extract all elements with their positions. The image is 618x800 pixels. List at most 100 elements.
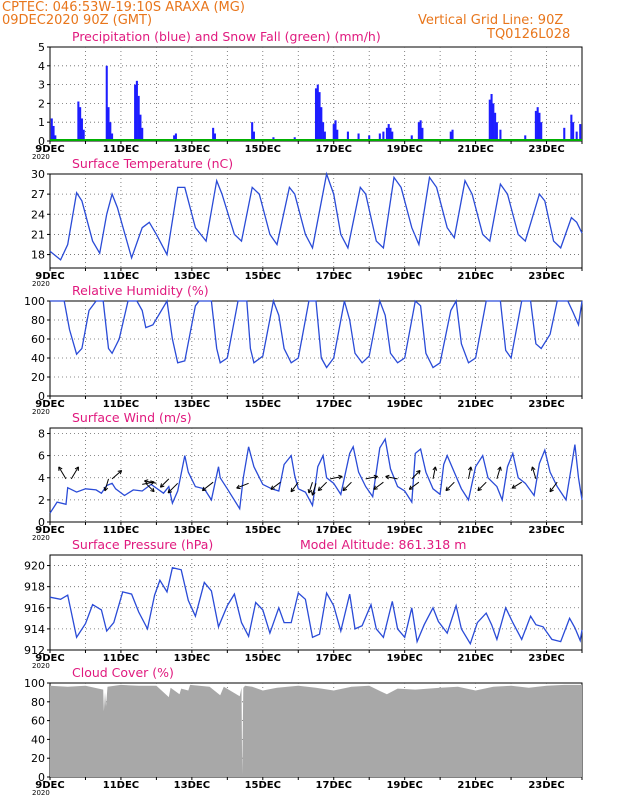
x-tick-label: 17DEC xyxy=(316,525,352,536)
precip-bar xyxy=(575,131,578,141)
x-tick-label: 23DEC xyxy=(528,525,564,536)
wind-vector-head xyxy=(167,488,173,494)
wind-vector xyxy=(58,466,67,480)
precip-bar xyxy=(134,84,137,141)
series-line xyxy=(49,437,583,514)
wind-vector-head xyxy=(445,486,450,492)
wind-vector xyxy=(111,470,122,480)
x-tick-label: 19DEC xyxy=(386,399,422,410)
wind-vector-head xyxy=(342,486,348,492)
precip-bar xyxy=(378,133,381,141)
wind-vector xyxy=(308,482,313,494)
x-tick-label: 13DEC xyxy=(174,780,210,791)
precip-bar xyxy=(449,131,452,141)
wind-vector-head xyxy=(497,466,502,471)
wind-vector-head xyxy=(311,491,316,496)
precip-bar xyxy=(107,107,110,141)
y-tick-label: 916 xyxy=(24,602,45,615)
x-tick-label: 23DEC xyxy=(528,144,564,155)
wind-vector-head xyxy=(150,487,155,493)
x-tick-label: 9DEC xyxy=(35,653,64,664)
precip-bar xyxy=(524,135,527,141)
x-tick-label: 13DEC xyxy=(174,525,210,536)
precip-bar xyxy=(109,122,112,141)
x-tick-label: 23DEC xyxy=(528,653,564,664)
y-tick-label: 80 xyxy=(31,696,45,709)
y-tick-label: 21 xyxy=(31,228,45,241)
wind-vector xyxy=(311,483,317,496)
y-tick-label: 80 xyxy=(31,314,45,327)
wind-vector xyxy=(104,478,109,492)
precip-bar xyxy=(251,122,254,141)
wind-vector xyxy=(317,481,327,491)
precip-bar xyxy=(451,129,454,141)
wind-vector xyxy=(445,481,455,491)
wind-vector xyxy=(290,481,299,493)
panel-frame xyxy=(49,427,583,523)
header-grid-line: Vertical Grid Line: 90Z xyxy=(418,13,564,28)
y-tick-label: 60 xyxy=(31,333,45,346)
precip-bar xyxy=(389,127,392,141)
series-line xyxy=(49,566,583,646)
x-tick-label: 17DEC xyxy=(316,399,352,410)
precip-bar xyxy=(252,131,255,141)
x-tick-label: 11DEC xyxy=(103,525,139,536)
precip-bar xyxy=(419,120,422,141)
x-tick-label: 15DEC xyxy=(245,271,281,282)
wind-vector xyxy=(365,475,378,480)
y-tick-label: 0 xyxy=(38,135,45,148)
wind-vector xyxy=(167,482,179,494)
y-tick-label: 6 xyxy=(38,450,45,463)
y-tick-label: 3 xyxy=(38,79,45,92)
series-line xyxy=(49,171,583,261)
y-tick-label: 27 xyxy=(31,188,45,201)
y-tick-label: 4 xyxy=(38,60,45,73)
x-tick-label: 21DEC xyxy=(457,653,493,664)
wind-vector xyxy=(373,481,384,490)
panel-3: 0 20 40 60 80 100 9DEC 11DEC 13DEC 15DEC 17DEC 19DE… xyxy=(24,283,583,416)
x-tick-label: 15DEC xyxy=(245,653,281,664)
precip-bar xyxy=(334,120,337,141)
precip-bar xyxy=(570,114,573,141)
y-tick-label: 18 xyxy=(31,249,45,262)
x-tick-label: 21DEC xyxy=(457,144,493,155)
header-date: 09DEC2020 90Z (GMT) xyxy=(2,13,153,28)
cloud-cover-area xyxy=(50,684,582,777)
y-tick-label: 24 xyxy=(31,208,45,221)
wind-vector xyxy=(411,470,421,480)
year-label: 2020 xyxy=(32,408,50,416)
x-tick-label: 15DEC xyxy=(245,780,281,791)
panel-title: Surface Wind (m/s) xyxy=(72,410,192,425)
wind-vector xyxy=(330,475,343,480)
y-tick-label: 8 xyxy=(38,428,45,441)
panel-1: 0 1 2 3 4 5 9DEC 11DEC 13DEC 15DEC 17DEC 19DEC 21DEC… xyxy=(32,29,583,161)
wind-vector-head xyxy=(74,466,79,471)
panel-frame xyxy=(49,173,583,269)
wind-vector xyxy=(531,466,537,480)
wind-vector-head xyxy=(117,469,123,475)
wind-vector xyxy=(160,478,170,488)
y-tick-label: 920 xyxy=(24,560,45,573)
precip-bar xyxy=(490,94,493,141)
wind-vector-head xyxy=(511,484,517,489)
y-tick-label: 20 xyxy=(31,371,45,384)
precip-bar xyxy=(316,84,319,141)
precip-bar xyxy=(52,125,55,141)
y-tick-label: 2 xyxy=(38,97,45,110)
x-tick-label: 23DEC xyxy=(528,399,564,410)
x-tick-label: 13DEC xyxy=(174,399,210,410)
year-label: 2020 xyxy=(32,789,50,797)
precip-bar xyxy=(139,114,142,141)
y-tick-label: 0 xyxy=(38,390,45,403)
x-tick-label: 11DEC xyxy=(103,271,139,282)
y-tick-label: 918 xyxy=(24,581,45,594)
precip-bar xyxy=(332,124,335,141)
precip-bar xyxy=(212,127,215,141)
y-tick-label: 0 xyxy=(38,516,45,529)
wind-vector-head xyxy=(549,487,554,493)
x-tick-label: 15DEC xyxy=(245,399,281,410)
y-tick-label: 30 xyxy=(31,168,45,181)
precip-bar xyxy=(540,122,543,141)
precip-bar xyxy=(495,122,498,141)
